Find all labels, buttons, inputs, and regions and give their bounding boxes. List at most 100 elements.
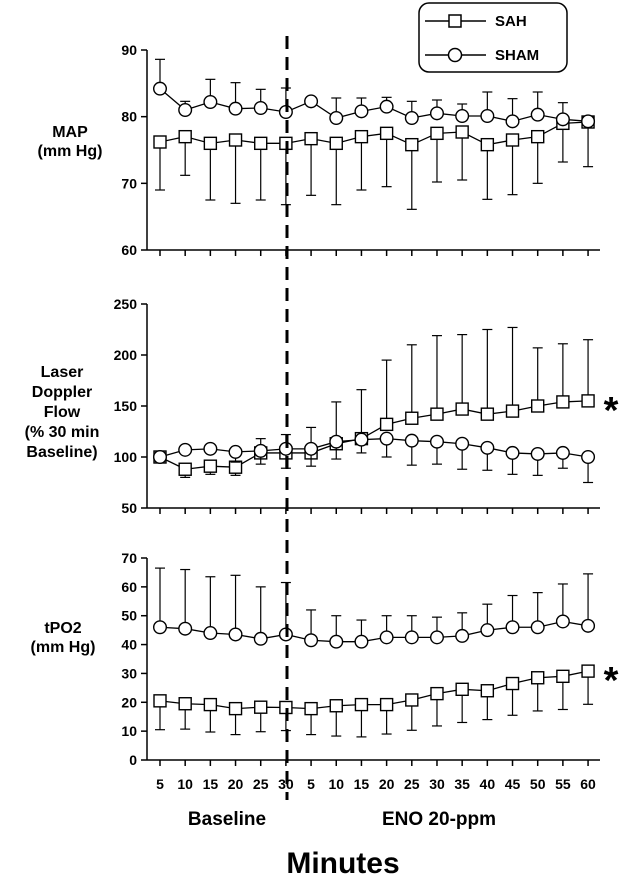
data-point-circle	[379, 630, 394, 645]
x-group-labels: Baseline ENO 20-ppm	[188, 809, 496, 830]
y-tick-label: 70	[121, 550, 137, 566]
panel-1: 60 70 80 90	[121, 42, 600, 258]
y-label-panel-3: tPO2 (mm Hg)	[31, 620, 96, 656]
data-point-circle	[228, 627, 243, 642]
legend-sham-circle-marker	[447, 47, 463, 63]
panel-2: 50 100 150 200 250 *	[114, 296, 619, 516]
data-point-circle	[152, 620, 167, 635]
data-point-circle	[404, 630, 419, 645]
x-tick-label: 45	[505, 776, 521, 792]
data-point-square	[254, 700, 268, 714]
y-tick-label: 150	[114, 398, 138, 414]
x-tick-label: 60	[580, 776, 596, 792]
significance-asterisk: *	[604, 390, 619, 432]
data-point-square	[480, 137, 495, 152]
y-label-line: Flow	[44, 404, 81, 421]
x-tick-label: 50	[530, 776, 546, 792]
series-sah	[153, 664, 595, 738]
data-point-circle	[228, 101, 243, 116]
x-tick-label: 20	[379, 776, 395, 792]
data-point-circle	[555, 112, 570, 127]
data-point-circle	[581, 114, 596, 129]
legend-box	[418, 2, 568, 73]
data-point-square	[354, 697, 369, 712]
data-point-circle	[354, 634, 369, 649]
data-point-square	[430, 407, 444, 421]
data-point-circle	[329, 434, 344, 449]
data-point-circle	[178, 102, 193, 117]
x-tick-label: 5	[156, 776, 164, 792]
data-point-circle	[429, 434, 444, 449]
data-point-circle	[203, 94, 218, 109]
data-point-square	[153, 694, 167, 708]
data-point-circle	[530, 107, 545, 122]
data-point-circle	[404, 433, 419, 448]
data-point-square	[480, 407, 495, 421]
data-point-circle	[379, 431, 394, 446]
data-point-square	[379, 697, 394, 712]
data-point-square	[153, 135, 167, 149]
x-axis-title: Minutes	[286, 847, 399, 880]
data-point-square	[379, 126, 394, 141]
data-point-square	[405, 137, 419, 152]
data-point-square	[430, 126, 444, 141]
y-tick-label: 60	[121, 579, 137, 595]
x-tick-label: 20	[228, 776, 244, 792]
y-tick-label: 70	[121, 175, 137, 191]
data-point-square	[531, 671, 545, 685]
data-point-circle	[505, 620, 520, 635]
data-point-circle	[505, 114, 520, 129]
y-tick-label: 40	[121, 637, 137, 653]
data-point-circle	[203, 441, 218, 456]
series-line	[159, 437, 589, 458]
x-tick-label: 35	[454, 776, 470, 792]
x-tick-label: 55	[555, 776, 571, 792]
y-label-panel-1: MAP (mm Hg)	[38, 124, 103, 160]
data-point-square	[178, 697, 192, 711]
data-point-circle	[480, 623, 495, 638]
legend-sham-label: SHAM	[495, 47, 539, 64]
y-tick-label: 60	[121, 242, 137, 258]
y-tick-label: 50	[121, 500, 137, 516]
series-sham	[152, 431, 596, 484]
x-tick-label: 10	[177, 776, 193, 792]
x-tick-label: 25	[253, 776, 269, 792]
data-point-circle	[480, 440, 495, 455]
data-point-square	[405, 411, 419, 425]
data-point-square	[505, 676, 520, 691]
data-point-circle	[480, 108, 495, 123]
data-point-square	[254, 136, 268, 151]
data-point-circle	[505, 445, 520, 460]
data-point-circle	[304, 94, 319, 109]
x-tick-label: 40	[480, 776, 496, 792]
x-tick-label: 5	[307, 776, 315, 792]
x-tick-label: 10	[328, 776, 344, 792]
legend-sah-label: SAH	[495, 13, 527, 30]
x-tick-label: 15	[203, 776, 219, 792]
data-point-square	[203, 459, 218, 473]
data-point-circle	[555, 614, 570, 629]
data-point-square	[304, 131, 318, 146]
data-point-circle	[354, 432, 369, 447]
y-label-line: (mm Hg)	[31, 639, 96, 656]
data-point-square	[304, 701, 318, 716]
data-point-circle	[178, 442, 193, 457]
data-point-square	[178, 462, 192, 476]
series-line	[159, 121, 589, 146]
data-point-circle	[530, 446, 545, 461]
chart-panels: 6070809050100150200250*010203040506070*5…	[114, 42, 619, 792]
y-label-line: tPO2	[44, 620, 81, 637]
y-tick-label: 30	[121, 665, 137, 681]
data-point-square	[531, 129, 545, 144]
data-point-square	[430, 686, 444, 701]
data-point-circle	[455, 436, 470, 451]
data-point-circle	[455, 628, 470, 643]
data-point-square	[228, 133, 243, 147]
y-tick-label: 250	[114, 296, 138, 312]
y-tick-label: 20	[121, 694, 137, 710]
data-point-circle	[304, 441, 319, 456]
data-point-circle	[152, 450, 167, 465]
data-point-circle	[253, 443, 268, 458]
data-point-circle	[555, 445, 570, 460]
data-point-square	[480, 684, 495, 698]
